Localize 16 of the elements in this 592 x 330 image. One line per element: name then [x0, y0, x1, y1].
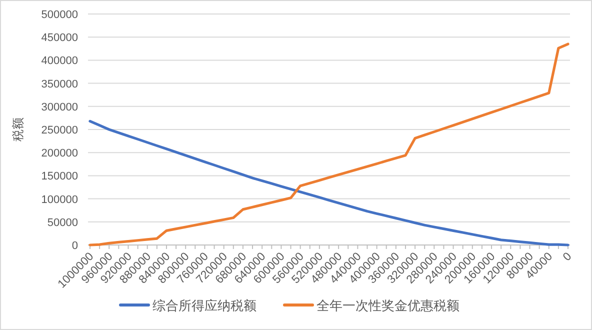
- y-tick-label: 200000: [41, 148, 78, 160]
- y-tick-label: 150000: [41, 170, 78, 183]
- line-series: [88, 120, 570, 246]
- y-tick-label: 400000: [41, 55, 78, 68]
- legend-label: 综合所得应纳税额: [152, 298, 256, 313]
- y-tick-label: 450000: [41, 32, 78, 44]
- y-tick-label: 300000: [41, 101, 78, 114]
- legend-label: 全年一次性奖金优惠税额: [316, 298, 460, 313]
- y-tick-label: 100000: [41, 194, 78, 206]
- x-tick-label: 0: [561, 250, 574, 264]
- y-tick-label: 500000: [41, 9, 78, 21]
- y-tick-label: 350000: [41, 78, 78, 90]
- y-tick-label: 50000: [47, 216, 78, 229]
- y-tick-label: 0: [72, 240, 78, 252]
- y-tick-label: 250000: [41, 124, 78, 136]
- y-axis-title: 税额: [11, 118, 25, 142]
